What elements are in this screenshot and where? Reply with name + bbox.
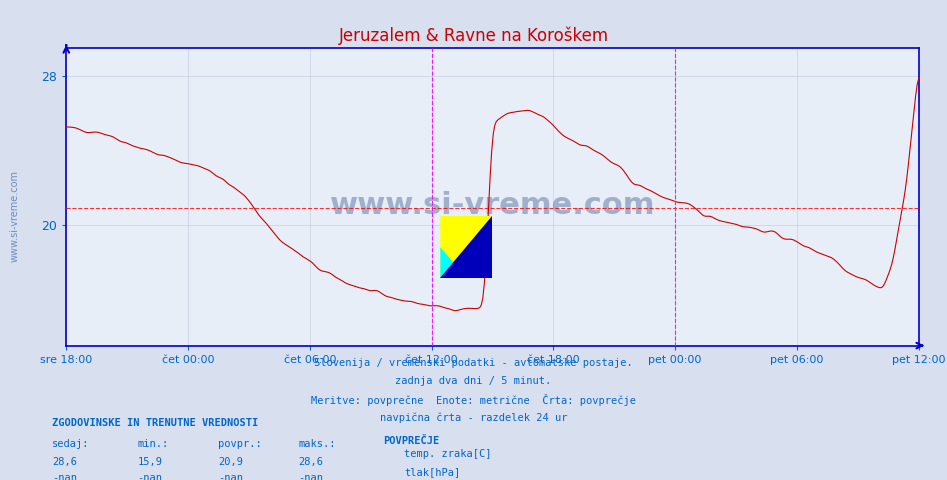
Text: 15,9: 15,9 [137, 457, 162, 467]
Text: sedaj:: sedaj: [52, 439, 90, 449]
Text: Meritve: povprečne  Enote: metrične  Črta: povprečje: Meritve: povprečne Enote: metrične Črta:… [311, 394, 636, 406]
Text: temp. zraka[C]: temp. zraka[C] [404, 449, 491, 459]
Text: -nan: -nan [137, 473, 162, 480]
Text: 28,6: 28,6 [298, 457, 323, 467]
Text: Jeruzalem & Ravne na Koroškem: Jeruzalem & Ravne na Koroškem [338, 26, 609, 45]
Text: Slovenija / vremenski podatki - avtomatske postaje.: Slovenija / vremenski podatki - avtomats… [314, 358, 633, 368]
Text: ZGODOVINSKE IN TRENUTNE VREDNOSTI: ZGODOVINSKE IN TRENUTNE VREDNOSTI [52, 418, 259, 428]
Text: POVPREČJE: POVPREČJE [384, 436, 439, 446]
Text: -nan: -nan [218, 473, 242, 480]
Text: zadnja dva dni / 5 minut.: zadnja dva dni / 5 minut. [396, 376, 551, 386]
Polygon shape [440, 216, 492, 278]
Text: 28,6: 28,6 [52, 457, 77, 467]
Text: povpr.:: povpr.: [218, 439, 261, 449]
Polygon shape [440, 247, 466, 278]
Text: min.:: min.: [137, 439, 169, 449]
Text: maks.:: maks.: [298, 439, 336, 449]
Polygon shape [440, 216, 492, 278]
Text: www.si-vreme.com: www.si-vreme.com [330, 191, 655, 220]
Text: navpična črta - razdelek 24 ur: navpična črta - razdelek 24 ur [380, 412, 567, 423]
Text: -nan: -nan [52, 473, 77, 480]
Text: 20,9: 20,9 [218, 457, 242, 467]
Text: -nan: -nan [298, 473, 323, 480]
Text: tlak[hPa]: tlak[hPa] [404, 467, 460, 477]
Text: www.si-vreme.com: www.si-vreme.com [9, 170, 19, 262]
